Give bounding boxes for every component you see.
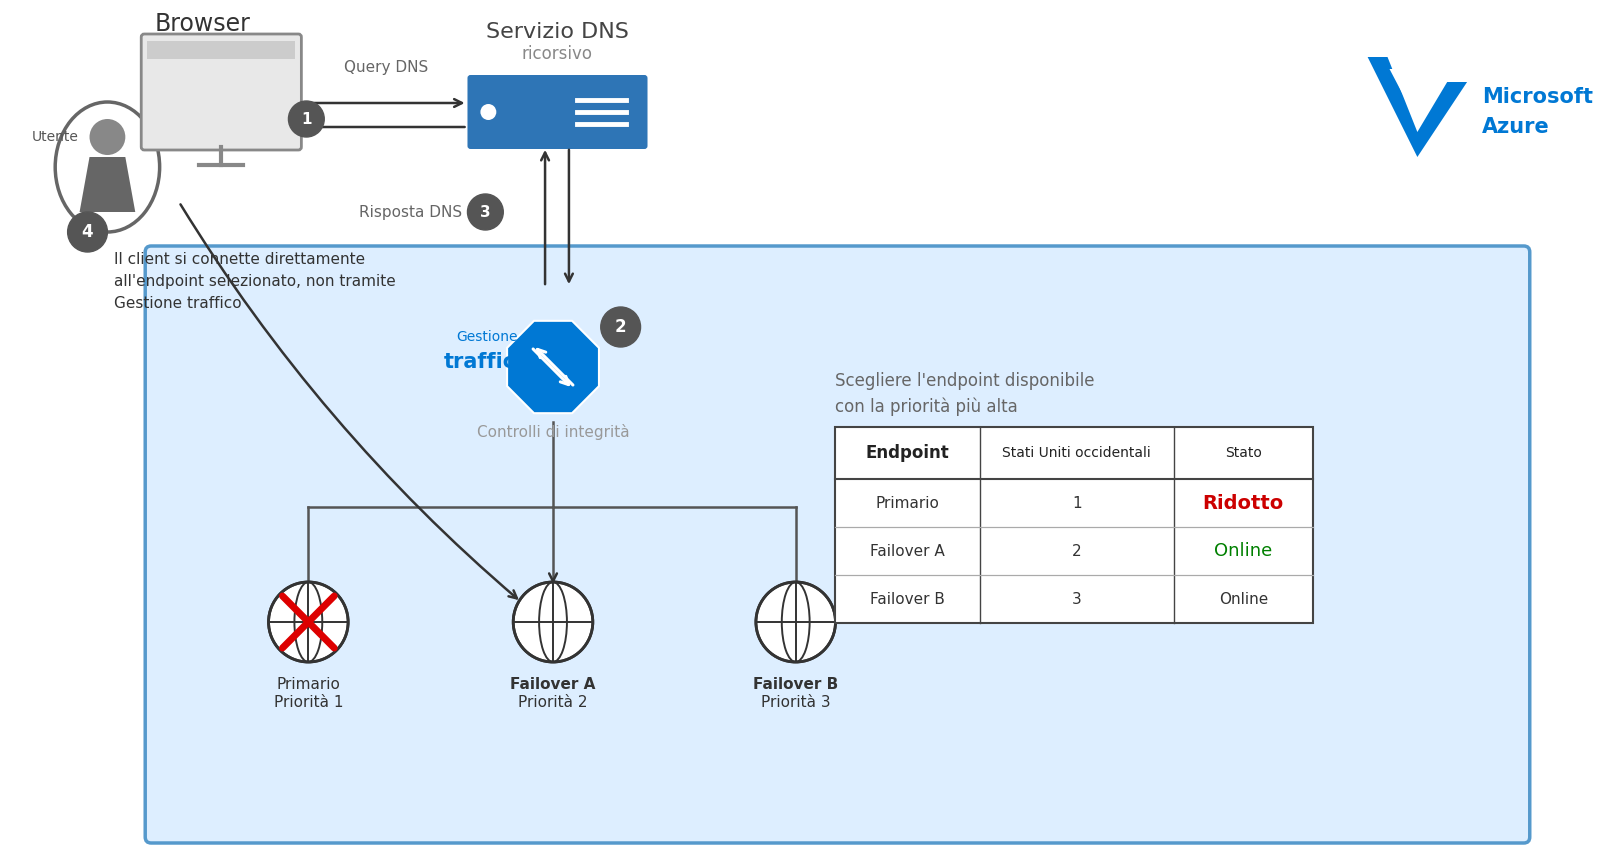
Text: 1: 1 [302,112,311,127]
Text: 2: 2 [615,318,626,336]
Circle shape [289,101,324,137]
Text: Gestione: Gestione [457,330,517,344]
FancyBboxPatch shape [835,427,1312,623]
Text: Stati Uniti occidentali: Stati Uniti occidentali [1002,446,1152,460]
Text: Online: Online [1218,591,1268,607]
Text: Stato: Stato [1225,446,1262,460]
Text: 1: 1 [1072,496,1082,511]
Text: Scegliere l'endpoint disponibile: Scegliere l'endpoint disponibile [835,372,1095,390]
Text: 2: 2 [1072,544,1082,558]
Circle shape [89,119,125,155]
Text: Il client si connette direttamente: Il client si connette direttamente [115,252,365,267]
Text: ricorsivo: ricorsivo [522,45,592,63]
Text: Azure: Azure [1483,117,1549,137]
Circle shape [513,582,592,662]
Text: all'endpoint selezionato, non tramite: all'endpoint selezionato, non tramite [115,274,396,289]
Text: Servizio DNS: Servizio DNS [485,22,628,42]
FancyBboxPatch shape [148,41,295,59]
Circle shape [269,582,349,662]
Text: Endpoint: Endpoint [866,444,949,462]
Text: Primario: Primario [276,677,341,692]
Circle shape [467,194,503,230]
FancyBboxPatch shape [146,246,1530,843]
Text: Failover B: Failover B [753,677,839,692]
Circle shape [600,307,641,347]
Text: Online: Online [1215,542,1272,560]
Polygon shape [79,157,135,212]
Text: con la priorità più alta: con la priorità più alta [835,397,1019,415]
Text: Failover B: Failover B [869,591,946,607]
Text: Browser: Browser [154,12,250,36]
Text: traffico: traffico [444,352,530,372]
Text: Priorità 2: Priorità 2 [519,695,587,710]
FancyBboxPatch shape [141,34,302,150]
Text: Controlli di integrità: Controlli di integrità [477,424,629,440]
Text: Priorità 1: Priorità 1 [274,695,344,710]
Text: 3: 3 [480,205,491,219]
Text: Microsoft: Microsoft [1483,87,1593,107]
Text: Gestione traffico: Gestione traffico [115,296,242,311]
Text: Primario: Primario [876,496,939,511]
Text: 4: 4 [81,223,94,241]
Text: Utente: Utente [32,130,79,144]
Text: Priorità 3: Priorità 3 [761,695,830,710]
Polygon shape [1367,57,1466,157]
Circle shape [756,582,835,662]
Polygon shape [1390,69,1440,122]
Text: 3: 3 [1072,591,1082,607]
Ellipse shape [55,102,159,232]
Circle shape [68,212,107,252]
Text: Ridotto: Ridotto [1202,493,1285,512]
Text: Query DNS: Query DNS [344,60,428,75]
Text: Risposta DNS: Risposta DNS [360,205,462,219]
Text: Failover A: Failover A [871,544,946,558]
FancyBboxPatch shape [467,75,647,149]
Circle shape [480,104,496,120]
Text: Failover A: Failover A [511,677,595,692]
Polygon shape [508,321,599,414]
